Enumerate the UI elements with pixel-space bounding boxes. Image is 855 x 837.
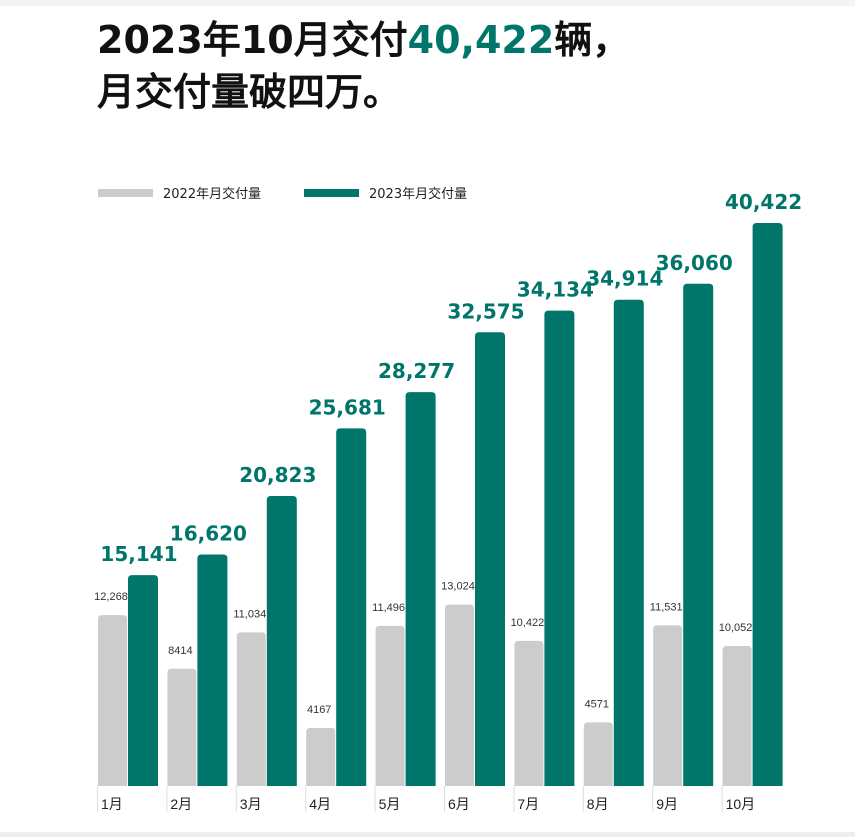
data-label-2023: 20,823 — [239, 463, 316, 487]
bar-2022 — [445, 604, 474, 786]
bottom-divider — [0, 832, 855, 837]
data-label-2022: 10,052 — [719, 622, 753, 634]
bar-2023 — [336, 428, 367, 786]
category-label: 2月 — [170, 796, 192, 812]
data-label-2022: 10,422 — [511, 617, 545, 629]
bar-2023 — [544, 310, 575, 786]
data-label-2022: 11,531 — [650, 601, 683, 613]
data-label-2023: 40,422 — [725, 190, 802, 214]
category-label: 10月 — [726, 796, 756, 812]
data-label-2023: 28,277 — [378, 359, 455, 383]
bar-2022 — [98, 615, 127, 786]
bar-2022 — [583, 722, 613, 786]
bar-2022 — [514, 640, 544, 786]
legend-label-2023: 2023年月交付量 — [369, 187, 468, 202]
data-label-2022: 13,024 — [441, 581, 475, 593]
data-label-2023: 34,134 — [517, 278, 594, 302]
data-label-2023: 15,141 — [100, 542, 177, 566]
bar-2023 — [405, 392, 436, 786]
legend-swatch-2022 — [98, 188, 153, 197]
title-prefix: 2023年10月交付 — [97, 18, 408, 62]
category-label: 6月 — [448, 796, 470, 812]
data-label-2023: 16,620 — [170, 522, 247, 546]
bar-2022 — [375, 625, 405, 786]
data-label-2023: 34,914 — [586, 267, 663, 291]
category-label: 5月 — [379, 796, 401, 812]
category-label: 7月 — [517, 796, 539, 812]
category-label: 1月 — [101, 796, 123, 812]
legend-item-2022: 2022年月交付量 — [98, 183, 261, 202]
data-label-2023: 36,060 — [656, 251, 733, 275]
data-label-2023: 25,681 — [309, 395, 386, 419]
data-label-2022: 8414 — [168, 645, 192, 657]
bar-2023 — [266, 495, 297, 786]
bar-2023 — [613, 299, 644, 786]
bar-2023 — [475, 332, 505, 786]
category-label: 8月 — [587, 796, 609, 812]
category-label: 4月 — [309, 796, 331, 812]
data-label-2022: 12,268 — [94, 591, 128, 603]
bar-2023 — [683, 283, 714, 786]
bar-2023 — [128, 575, 158, 786]
legend-label-2022: 2022年月交付量 — [163, 187, 262, 202]
category-label: 9月 — [656, 796, 678, 812]
bar-2023 — [197, 554, 228, 786]
data-label-2022: 11,034 — [233, 608, 266, 620]
bar-2022 — [653, 625, 683, 786]
legend-swatch-2023 — [304, 188, 359, 197]
bar-2022 — [236, 632, 266, 786]
bar-2022 — [722, 645, 752, 786]
data-label-2022: 11,496 — [372, 602, 405, 614]
top-divider — [0, 0, 855, 6]
data-label-2023: 32,575 — [447, 299, 524, 323]
bar-2023 — [752, 223, 783, 786]
page-title: 2023年10月交付40,422辆， 月交付量破四万。 — [97, 14, 630, 118]
bar-2022 — [167, 668, 197, 786]
data-label-2022: 4571 — [585, 698, 609, 710]
title-suffix: 辆， — [554, 18, 631, 62]
category-label: 3月 — [240, 796, 262, 812]
title-highlight: 40,422 — [407, 18, 555, 62]
bar-2022 — [306, 727, 336, 786]
title-line2: 月交付量破四万。 — [97, 70, 402, 114]
legend-item-2023: 2023年月交付量 — [304, 183, 467, 202]
data-label-2022: 4167 — [307, 704, 331, 716]
